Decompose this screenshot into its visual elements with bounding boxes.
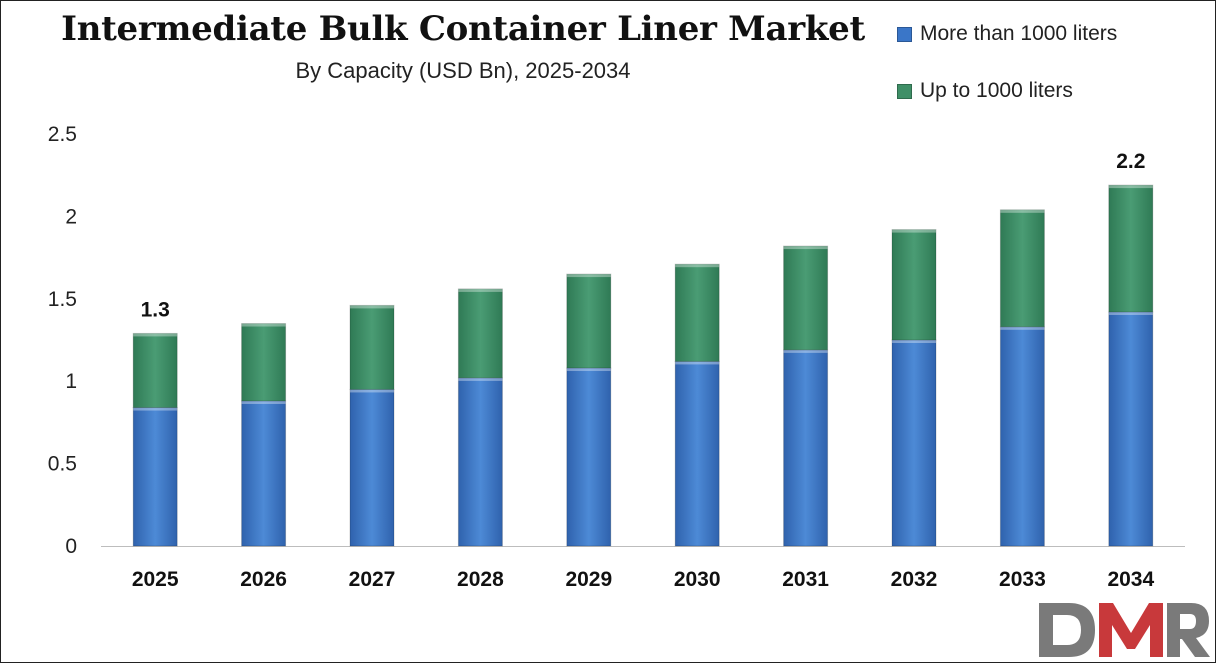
y-tick-label: 1	[65, 370, 77, 393]
y-tick-label: 2.5	[48, 123, 77, 146]
x-tick-label: 2028	[457, 568, 504, 591]
bar-top-highlight-2026	[241, 323, 286, 327]
bar-more-than-1000-2034	[1108, 311, 1154, 547]
bar-up-to-1000-2034	[1108, 184, 1154, 313]
bar-top-highlight-2034	[1108, 311, 1153, 315]
bar-top-highlight-2033	[1000, 326, 1045, 330]
x-tick-label: 2025	[132, 568, 179, 591]
bar-more-than-1000-2027	[349, 388, 395, 547]
bar-up-to-1000-2027	[349, 304, 395, 390]
bar-top-highlight-2030	[675, 264, 720, 268]
bar-top-highlight-2034	[1108, 185, 1153, 189]
legend-swatch-more-than-1000	[897, 26, 912, 42]
bar-more-than-1000-2028	[457, 377, 503, 547]
y-tick-label: 1.5	[48, 288, 77, 311]
chart-title: Intermediate Bulk Container Liner Market	[61, 9, 865, 49]
bar-top-highlight-2031	[783, 246, 828, 250]
dmr-logo	[1039, 603, 1210, 657]
bar-top-highlight-2032	[892, 229, 936, 233]
bar-more-than-1000-2029	[566, 367, 612, 547]
bar-top-highlight-2031	[783, 349, 828, 353]
bar-top-highlight-2032	[892, 340, 936, 343]
bar-top-highlight-2030	[675, 361, 720, 365]
bar-up-to-1000-2026	[241, 323, 287, 402]
legend-label-up-to-1000: Up to 1000 liters	[920, 79, 1073, 102]
bar-up-to-1000-2032	[891, 229, 937, 341]
data-label-2034: 2.2	[1116, 150, 1145, 173]
bar-top-highlight-2028	[458, 377, 503, 381]
logo-letter-r	[1167, 603, 1210, 657]
logo-letter-d	[1039, 603, 1095, 657]
x-tick-label: 2034	[1107, 568, 1154, 591]
bar-more-than-1000-2025	[132, 407, 178, 547]
bar-top-highlight-2029	[566, 274, 611, 278]
y-tick-label: 0.5	[48, 453, 77, 476]
chart-legend: More than 1000 liters Up to 1000 liters	[897, 19, 1117, 133]
bar-more-than-1000-2030	[674, 360, 720, 547]
bar-up-to-1000-2033	[999, 209, 1045, 328]
x-tick-label: 2032	[891, 568, 938, 591]
bar-top-highlight-2027	[350, 389, 394, 393]
bar-top-highlight-2027	[350, 305, 394, 309]
legend-swatch-up-to-1000	[897, 83, 912, 99]
bar-up-to-1000-2025	[132, 332, 178, 409]
chart-subtitle: By Capacity (USD Bn), 2025-2034	[295, 58, 631, 83]
y-tick-label: 2	[65, 205, 77, 228]
legend-label-more-than-1000: More than 1000 liters	[920, 22, 1118, 45]
bar-more-than-1000-2031	[783, 349, 829, 547]
bar-up-to-1000-2030	[674, 263, 720, 362]
bar-top-highlight-2029	[566, 368, 611, 372]
bar-up-to-1000-2031	[783, 245, 829, 351]
bar-more-than-1000-2032	[891, 339, 937, 547]
bar-top-highlight-2028	[458, 288, 503, 292]
bar-more-than-1000-2026	[241, 400, 287, 547]
x-tick-label: 2027	[349, 568, 396, 591]
x-tick-label: 2031	[782, 568, 829, 591]
bar-top-highlight-2025	[133, 407, 178, 411]
bar-top-highlight-2026	[241, 400, 286, 404]
bar-up-to-1000-2028	[457, 288, 503, 379]
bar-more-than-1000-2033	[999, 326, 1045, 547]
logo-letter-m	[1099, 603, 1163, 657]
x-tick-label: 2029	[565, 568, 612, 591]
bar-top-highlight-2033	[1000, 209, 1045, 213]
legend-item-more-than-1000: More than 1000 liters	[897, 19, 1117, 49]
bar-up-to-1000-2029	[566, 273, 612, 369]
y-tick-label: 0	[65, 535, 77, 558]
data-label-2025: 1.3	[141, 298, 170, 321]
x-tick-label: 2033	[999, 568, 1046, 591]
x-tick-label: 2030	[674, 568, 721, 591]
x-tick-label: 2026	[240, 568, 287, 591]
bar-top-highlight-2025	[133, 333, 178, 337]
legend-item-up-to-1000: Up to 1000 liters	[897, 76, 1117, 106]
